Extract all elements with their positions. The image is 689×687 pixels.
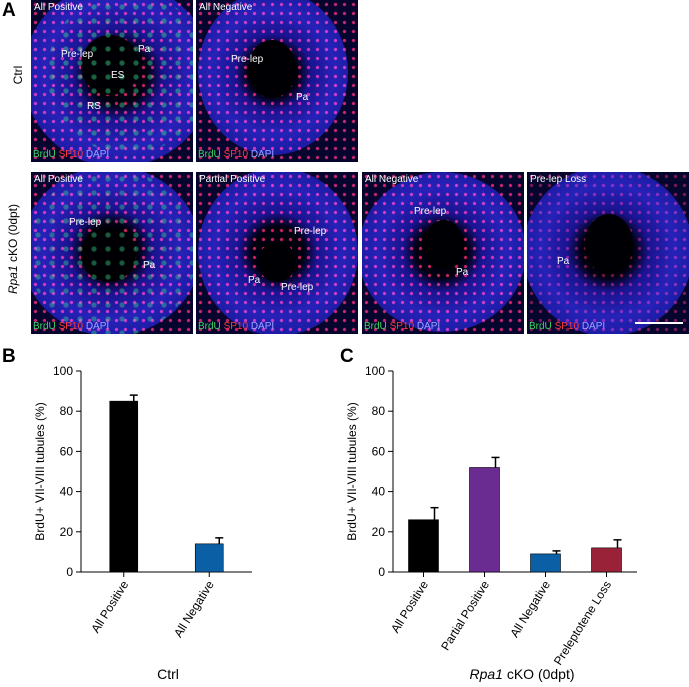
micrograph-label: All Negative (199, 2, 253, 13)
stain-legend: BrdU SP10 DAPI (198, 149, 275, 160)
micrograph-cko-all-negative: All Negative Pre-lep Pa BrdU SP10 DAPI (362, 172, 524, 334)
y-tick-label: 20 (372, 525, 386, 539)
chart-b: 0 20 40 60 80 100 BrdU+ VII-VIII tubules (%) Al… (33, 364, 252, 682)
micrograph-label: All Negative (365, 174, 419, 185)
annotation-pa: Pa (138, 44, 151, 55)
y-axis-label: BrdU+ VII-VIII tubules (%) (33, 402, 47, 540)
annotation-rs: RS (87, 101, 101, 112)
x-tick-label: Partial Positive (438, 578, 492, 653)
x-axis-label: Rpa1 cKO (0dpt) (469, 666, 574, 682)
row-label-ctrl: Ctrl (11, 65, 25, 85)
annotation-pre-lep: Pre-lep (294, 226, 327, 237)
y-tick-label: 40 (372, 485, 386, 499)
micrograph-label: Pre-lep Loss (530, 174, 587, 185)
stain-legend: BrdU SP10 DAPI (364, 321, 441, 332)
y-tick-label: 100 (53, 364, 73, 378)
annotation-pre-lep: Pre-lep (414, 206, 447, 217)
annotation-es: ES (111, 70, 125, 81)
annotation-pa: Pa (143, 260, 156, 271)
bar (194, 543, 224, 573)
scale-bar (635, 322, 683, 324)
micrograph-cko-pre-lep-loss: Pre-lep Loss Pa BrdU SP10 DAPI (527, 172, 689, 334)
annotation-pre-lep: Pre-lep (281, 282, 314, 293)
x-tick-label: All Negative (171, 578, 217, 640)
x-tick-label: Preleptotene Loss (551, 578, 614, 667)
x-axis-label-italic: Rpa1 (469, 666, 502, 682)
chart-c: 0 20 40 60 80 100 BrdU+ VII-VIII tubules (%) Al… (345, 364, 637, 682)
stain-legend: BrdU SP10 DAPI (33, 149, 110, 160)
bar (530, 553, 561, 573)
y-tick-label: 0 (66, 565, 73, 579)
x-tick-label: All Positive (388, 578, 431, 635)
micrograph-ctrl-all-positive: All Positive Pre-lep Pa ES RS BrdU SP10 … (31, 0, 193, 162)
y-tick-label: 0 (378, 565, 385, 579)
micrograph-cko-all-positive: All Positive Pre-lep Pa BrdU SP10 DAPI (31, 172, 193, 334)
x-axis-label: Ctrl (157, 666, 179, 682)
y-tick-label: 60 (372, 444, 386, 458)
panel-letter-c: C (340, 346, 354, 367)
annotation-pa: Pa (456, 267, 469, 278)
x-tick-label: All Positive (88, 578, 131, 635)
bar (408, 519, 439, 573)
y-tick-label: 20 (60, 525, 74, 539)
panel-letter-a: A (2, 0, 16, 21)
annotation-pa: Pa (557, 256, 570, 267)
micrograph-label: All Positive (34, 2, 83, 13)
stain-legend: BrdU SP10 DAPI (198, 321, 275, 332)
panel-letter-b: B (2, 346, 16, 367)
annotation-pa: Pa (296, 92, 309, 103)
micrograph-ctrl-all-negative: All Negative Pre-lep Pa BrdU SP10 DAPI (196, 0, 358, 162)
micrograph-label: All Positive (34, 174, 83, 185)
y-tick-label: 80 (60, 404, 74, 418)
y-tick-label: 40 (60, 485, 74, 499)
bar (591, 547, 622, 573)
x-axis-label-rest: cKO (0dpt) (503, 666, 575, 682)
y-tick-label: 60 (60, 444, 74, 458)
annotation-pa: Pa (248, 275, 261, 286)
stain-legend: BrdU SP10 DAPI (33, 321, 110, 332)
micrograph-cko-partial-positive: Partial Positive Pre-lep Pre-lep Pa BrdU… (196, 172, 358, 334)
row-label-cko: Rpa1 cKO (0dpt) (6, 203, 20, 295)
annotation-pre-lep: Pre-lep (231, 54, 264, 65)
micrograph-label: Partial Positive (199, 174, 266, 185)
y-tick-label: 80 (372, 404, 386, 418)
annotation-pre-lep: Pre-lep (61, 49, 94, 60)
x-tick-label: All Negative (507, 578, 553, 640)
bar (469, 467, 500, 573)
stain-legend: BrdU SP10 DAPI (529, 321, 606, 332)
y-tick-label: 100 (365, 364, 385, 378)
annotation-pre-lep: Pre-lep (69, 217, 102, 228)
y-axis-label: BrdU+ VII-VIII tubules (%) (345, 402, 359, 540)
bar (109, 400, 139, 573)
